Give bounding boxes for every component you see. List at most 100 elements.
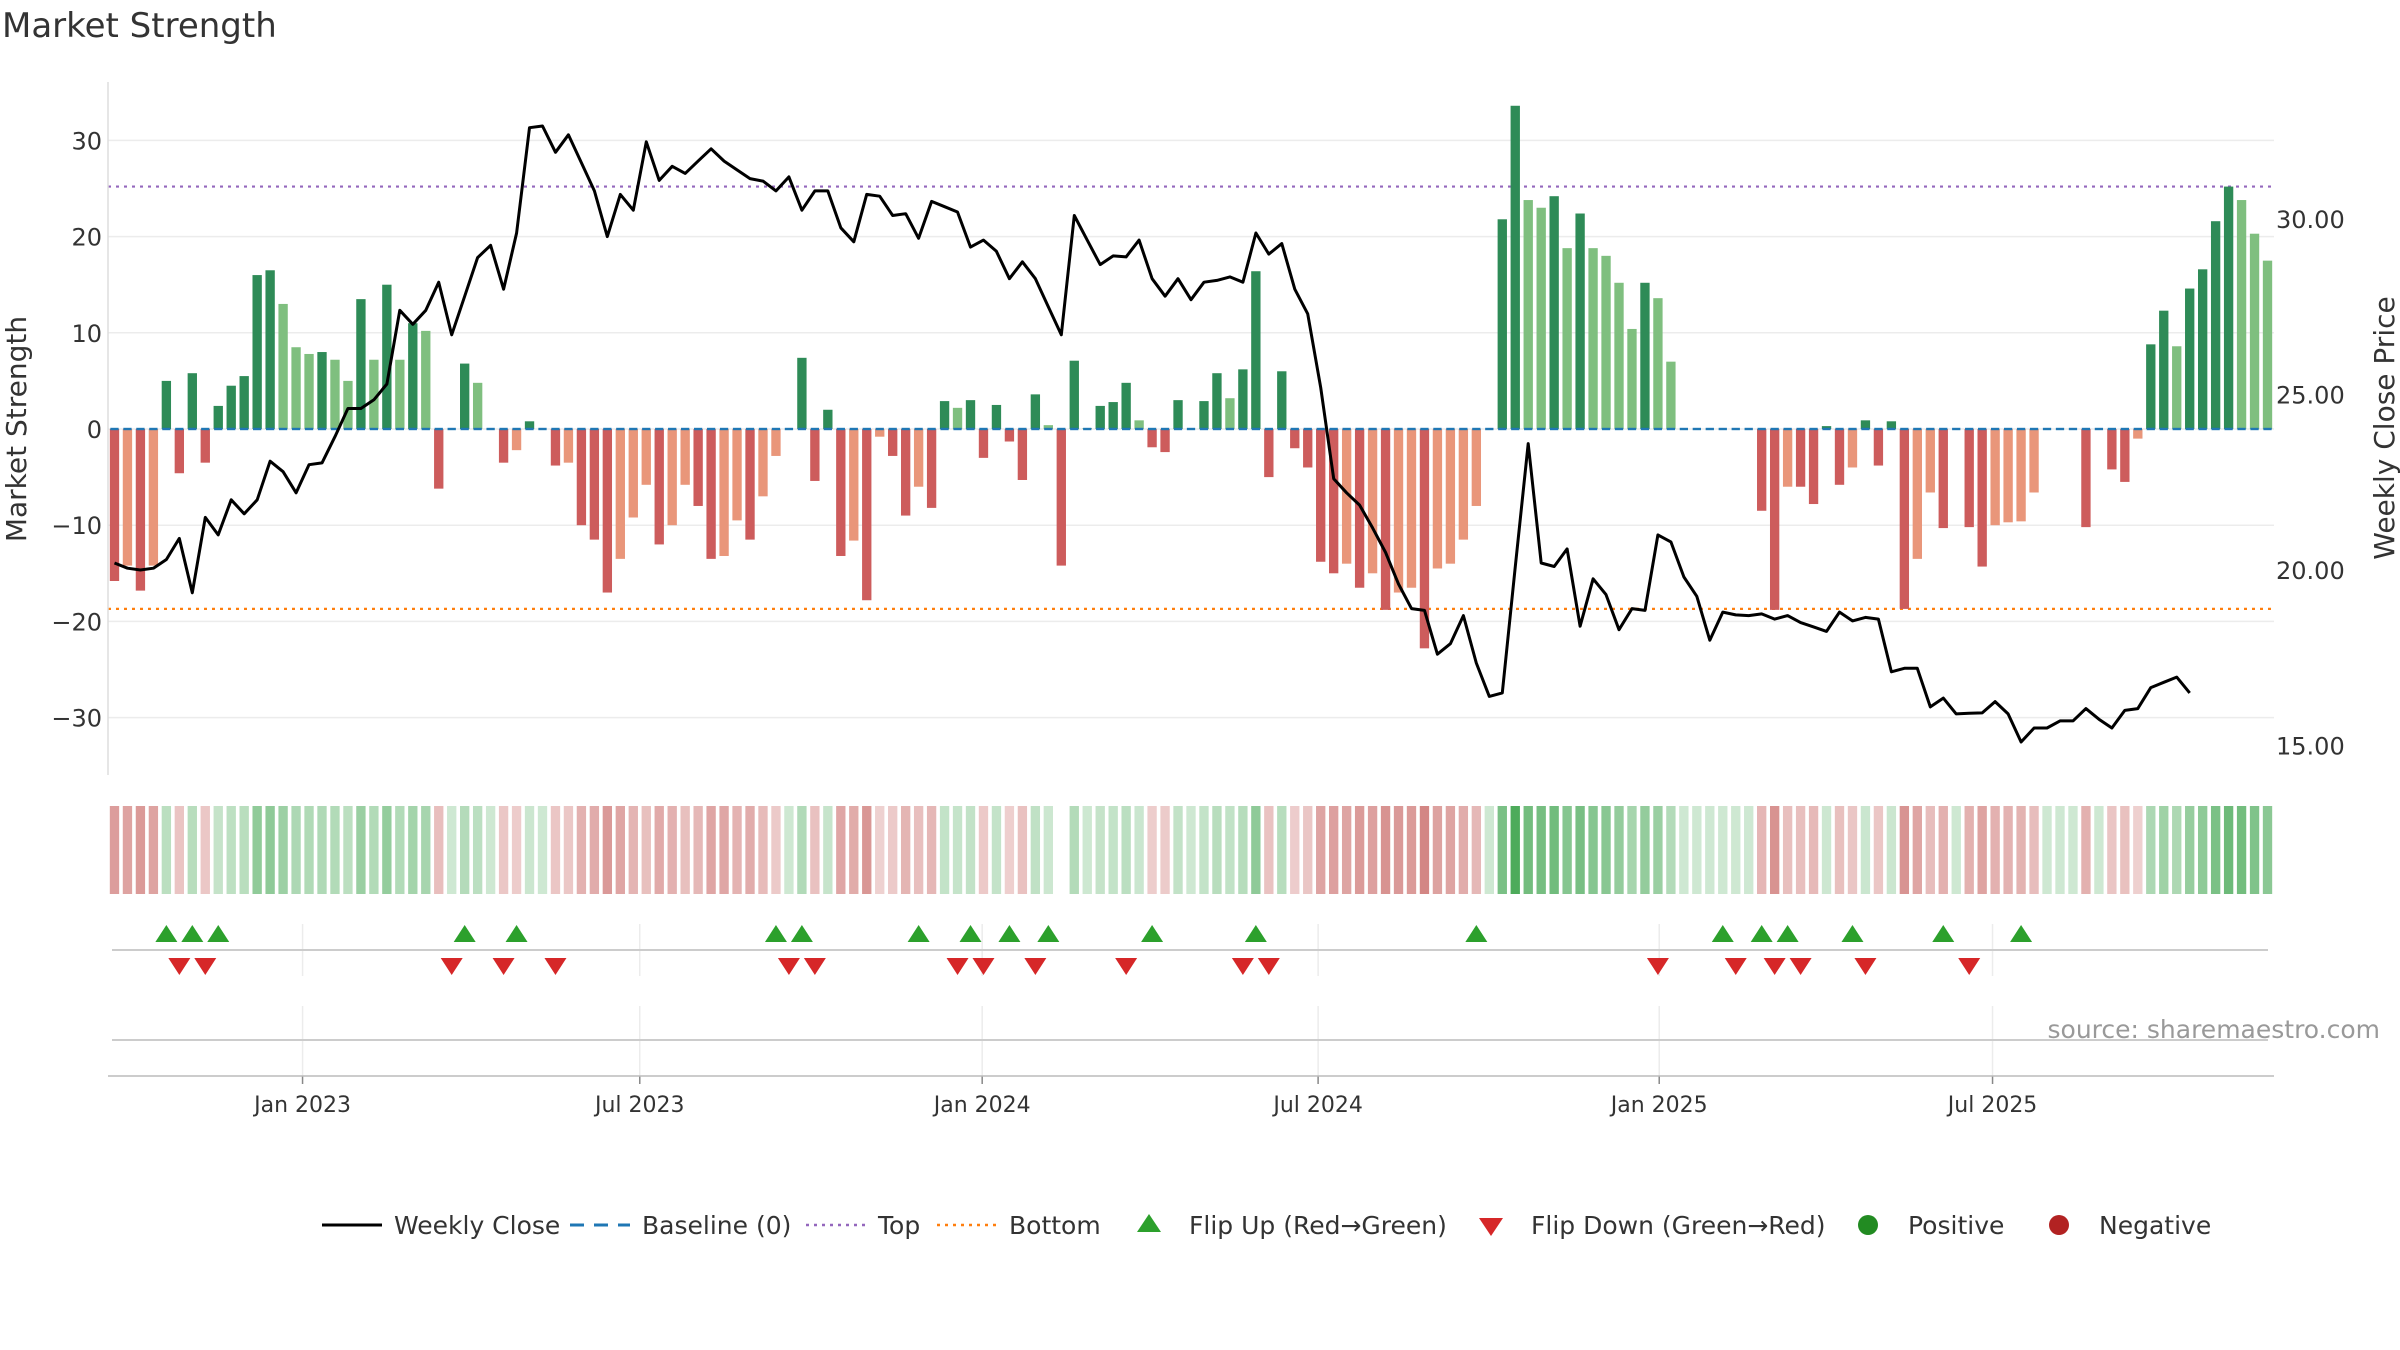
flip-up-marker — [1711, 925, 1734, 942]
ribbon-cell — [2236, 806, 2247, 894]
ribbon-cell — [1718, 806, 1728, 894]
ribbon-cell — [278, 806, 288, 894]
y-tick-label: 0 — [87, 416, 102, 444]
y-tick-label: 20 — [71, 224, 102, 252]
strength-bar — [2210, 221, 2221, 429]
ribbon-cell — [252, 806, 262, 894]
ribbon-cell — [1614, 806, 1624, 894]
legend-dot-icon — [1858, 1215, 1878, 1235]
ribbon-cell — [797, 806, 807, 894]
strength-bar — [1769, 429, 1780, 610]
flip-up-marker — [998, 925, 1021, 942]
ribbon-cell — [1821, 806, 1832, 894]
x-axis: Jan 2023 Jul 2023 Jan 2024 Jul 2024 Jan 2025… — [108, 1015, 2380, 1118]
ribbon-cell — [1212, 806, 1222, 894]
ribbon-cell — [2197, 806, 2208, 894]
ribbon-cell — [719, 806, 729, 894]
strength-bar — [1367, 429, 1378, 574]
ribbon-cell — [537, 806, 548, 894]
ribbon-cell — [615, 806, 625, 894]
legend-label: Top — [877, 1211, 920, 1240]
strength-bar — [1549, 196, 1559, 429]
ribbon-cell — [356, 806, 366, 894]
strength-bar — [2236, 200, 2247, 429]
flip-markers — [155, 925, 2033, 975]
ribbon-cell — [784, 806, 794, 894]
ribbon-cell — [1782, 806, 1793, 894]
flip-up-marker — [1841, 925, 1864, 942]
ribbon-cell — [1329, 806, 1339, 894]
strength-bar — [1834, 429, 1845, 485]
strength-bar — [2120, 429, 2130, 482]
x-tick-label: Jan 2025 — [1609, 1093, 1708, 1118]
y2-tick-label: 20.00 — [2276, 557, 2345, 585]
strength-bar — [1757, 429, 1767, 511]
strength-bar — [356, 299, 366, 429]
ribbon-cell — [745, 806, 755, 894]
ribbon-cell — [1341, 806, 1352, 894]
ribbon-cell — [862, 806, 872, 894]
close-line-layer — [113, 124, 2191, 744]
strength-bar — [888, 429, 898, 456]
ribbon-cell — [2210, 806, 2221, 894]
ribbon-cell — [1860, 806, 1871, 894]
strength-bar — [2029, 429, 2039, 493]
ribbon-cell — [589, 806, 600, 894]
strength-bar — [1614, 282, 1624, 429]
ribbon-cell — [1588, 806, 1598, 894]
strength-bar — [174, 429, 185, 474]
ribbon-cell — [602, 806, 613, 894]
source-text: source: sharemaestro.com — [2048, 1015, 2381, 1044]
flip-up-marker — [907, 925, 930, 942]
ribbon-cell — [1731, 806, 1741, 894]
y2-tick-label: 25.00 — [2276, 382, 2345, 410]
ribbon-cell — [563, 806, 574, 894]
ribbon-cell — [1549, 806, 1559, 894]
strength-bar — [148, 429, 159, 566]
ribbon-cell — [1873, 806, 1884, 894]
ribbon-cell — [408, 806, 418, 894]
ribbon-cell — [1082, 806, 1092, 894]
strength-bar — [771, 429, 781, 456]
strength-bar — [1977, 429, 1987, 567]
strength-bar — [278, 303, 288, 429]
legend-label: Weekly Close — [394, 1211, 560, 1240]
ribbon-cell — [1238, 806, 1248, 894]
flip-down-marker — [1646, 958, 1669, 975]
ribbon-cell — [1497, 806, 1507, 894]
ribbon-cell — [330, 806, 340, 894]
strength-bar — [1458, 429, 1469, 540]
ribbon-cell — [576, 806, 587, 894]
ribbon-cell — [2016, 806, 2026, 894]
strength-bar — [1782, 429, 1793, 487]
strength-bar — [862, 429, 872, 601]
strength-bar — [291, 347, 301, 429]
strength-bar — [382, 284, 392, 429]
flip-down-marker — [1854, 958, 1877, 975]
flip-down-marker — [946, 958, 969, 975]
strength-bar — [1821, 426, 1832, 429]
y-tick-label: −20 — [51, 608, 102, 636]
ribbon-cell — [1277, 806, 1287, 894]
flip-down-marker — [1231, 958, 1254, 975]
weekly-close-line — [113, 124, 2191, 744]
flip-up-marker — [764, 925, 787, 942]
strength-bar — [1277, 371, 1287, 429]
ribbon-cell — [1964, 806, 1974, 894]
legend-label: Flip Up (Red→Green) — [1189, 1211, 1447, 1240]
y-tick-label: 10 — [71, 320, 102, 348]
reference-lines — [108, 185, 2274, 610]
strength-bar — [239, 376, 249, 429]
ribbon-cell — [732, 806, 742, 894]
strength-bar — [421, 330, 431, 429]
strength-bar — [1134, 420, 1144, 429]
ribbon-cell — [2029, 806, 2039, 894]
ribbon-cell — [1575, 806, 1585, 894]
ribbon-cell — [2042, 806, 2052, 894]
strength-bar — [472, 382, 483, 429]
strength-bar — [1225, 398, 1235, 429]
legend-label: Positive — [1908, 1211, 2004, 1240]
ribbon-cell — [187, 806, 197, 894]
strength-bar — [2159, 310, 2169, 429]
ribbon-cell — [434, 806, 444, 894]
